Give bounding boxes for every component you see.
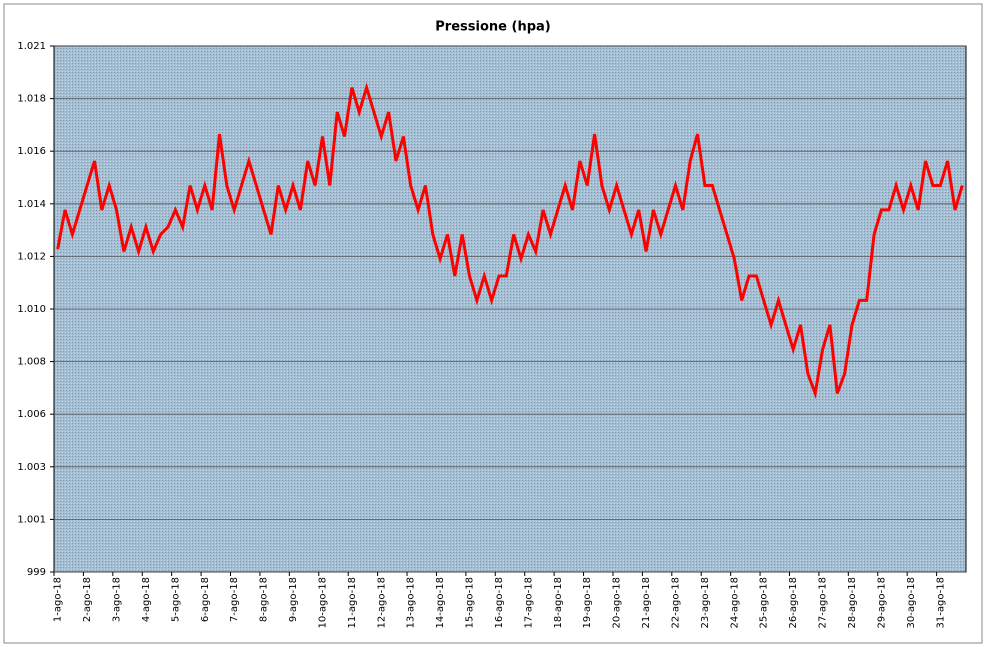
y-tick-label: 1.006 bbox=[17, 409, 46, 420]
y-tick-label: 1.021 bbox=[17, 41, 46, 52]
chart-title: Pressione (hpa) bbox=[435, 20, 550, 35]
x-tick-label: 27-ago-18 bbox=[818, 577, 829, 628]
x-tick-label: 11-ago-18 bbox=[347, 577, 358, 628]
x-tick-label: 19-ago-18 bbox=[582, 577, 593, 628]
x-tick-label: 20-ago-18 bbox=[612, 577, 623, 628]
y-tick-label: 1.008 bbox=[17, 357, 46, 368]
x-tick-label: 9-ago-18 bbox=[288, 577, 299, 622]
x-tick-label: 23-ago-18 bbox=[700, 577, 711, 628]
x-tick-label: 7-ago-18 bbox=[229, 577, 240, 622]
line bbox=[56, 82, 964, 400]
x-tick-label: 21-ago-18 bbox=[641, 577, 652, 628]
x-tick-label: 14-ago-18 bbox=[435, 577, 446, 628]
x-tick-label: 16-ago-18 bbox=[494, 577, 505, 628]
x-tick-label: 31-ago-18 bbox=[935, 577, 946, 628]
y-tick-label: 1.018 bbox=[17, 94, 46, 105]
x-tick-label: 18-ago-18 bbox=[553, 577, 564, 628]
x-tick-label: 4-ago-18 bbox=[141, 577, 152, 622]
x-tick-label: 8-ago-18 bbox=[259, 577, 270, 622]
y-tick-label: 999 bbox=[27, 567, 46, 578]
y-tick-label: 1.001 bbox=[17, 514, 46, 525]
x-tick-label: 1-ago-18 bbox=[53, 577, 64, 622]
x-tick-label: 5-ago-18 bbox=[170, 577, 181, 622]
x-tick-label: 2-ago-18 bbox=[82, 577, 93, 622]
x-tick-label: 13-ago-18 bbox=[406, 577, 417, 628]
y-tick-label: 1.012 bbox=[17, 251, 46, 262]
x-tick-label: 25-ago-18 bbox=[759, 577, 770, 628]
x-tick-label: 15-ago-18 bbox=[465, 577, 476, 628]
y-tick-label: 1.016 bbox=[17, 146, 46, 157]
x-tick-label: 29-ago-18 bbox=[876, 577, 887, 628]
y-tick-label: 1.003 bbox=[17, 462, 46, 473]
x-tick-label: 22-ago-18 bbox=[670, 577, 681, 628]
y-tick-label: 1.014 bbox=[17, 199, 46, 210]
x-tick-label: 6-ago-18 bbox=[200, 577, 211, 622]
x-tick-label: 3-ago-18 bbox=[112, 577, 123, 622]
x-tick-label: 10-ago-18 bbox=[317, 577, 328, 628]
y-tick-label: 1.010 bbox=[17, 304, 46, 315]
x-tick-label: 28-ago-18 bbox=[847, 577, 858, 628]
x-tick-label: 12-ago-18 bbox=[376, 577, 387, 628]
x-tick-label: 24-ago-18 bbox=[729, 577, 740, 628]
x-tick-label: 17-ago-18 bbox=[523, 577, 534, 628]
x-tick-label: 30-ago-18 bbox=[906, 577, 917, 628]
x-tick-label: 26-ago-18 bbox=[788, 577, 799, 628]
